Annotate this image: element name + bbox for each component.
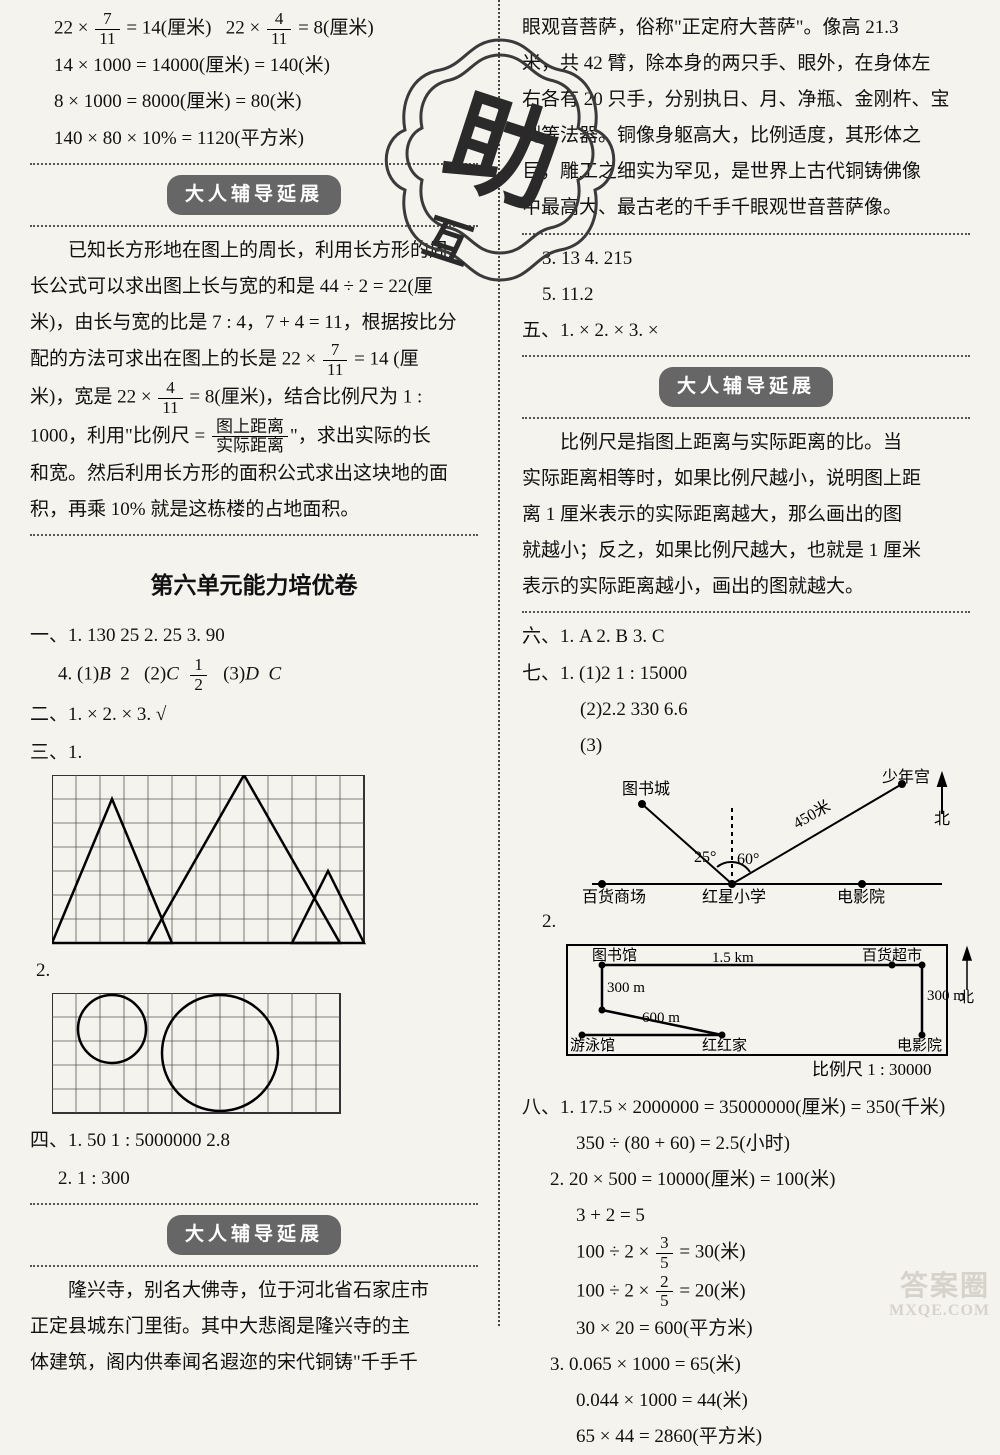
banner-pill: 大人辅导延展 <box>167 175 341 215</box>
para-text: 巨，雕工之细实为罕见，是世界上古代铜铸佛像 <box>522 154 970 190</box>
scale-text: 离 1 厘米表示的实际距离越大，那么画出的图 <box>522 497 970 533</box>
equation-line: 14 × 1000 = 14000(厘米) = 140(米) <box>30 48 478 84</box>
answer-line: 五、1. × 2. × 3. × <box>522 313 970 349</box>
svg-text:北: 北 <box>959 989 974 1006</box>
answer-line: 2. 1 : 300 <box>30 1161 478 1197</box>
equation-line: 140 × 80 × 10% = 1120(平方米) <box>30 121 478 157</box>
answer-line: 3. 0.065 × 1000 = 65(米) <box>522 1347 970 1383</box>
guide-banner: 大人辅导延展 <box>30 1215 478 1255</box>
guide-banner: 大人辅导延展 <box>30 175 478 215</box>
answer-line: 3. 13 4. 215 <box>522 241 970 277</box>
answer-line: 350 ÷ (80 + 60) = 2.5(小时) <box>522 1126 970 1162</box>
guide-text: 已知长方形地在图上的周长，利用长方形的周 <box>30 233 478 269</box>
answer-line: (2)2.2 330 6.6 <box>522 692 970 728</box>
answer-line: 4. (1)B 2 (2)C 12 (3)D C <box>30 656 478 694</box>
label-shaonian: 少年宫 <box>882 768 930 786</box>
label-baihuo: 百货商场 <box>582 888 646 904</box>
svg-text:1.5 km: 1.5 km <box>712 950 754 966</box>
answer-line: 5. 11.2 <box>522 277 970 313</box>
guide-text: 1000，利用"比例尺 = 图上距离实际距离"，求出实际的长 <box>30 418 478 456</box>
para-text: 右各有 20 只手，分别执日、月、净瓶、金刚杵、宝 <box>522 82 970 118</box>
answer-line: 65 × 44 = 2860(平方米) <box>522 1419 970 1455</box>
svg-text:图书馆: 图书馆 <box>592 947 637 964</box>
label-dianying: 电影院 <box>837 888 885 904</box>
answer-line: 2. <box>30 953 478 989</box>
scale-text: 就越小；反之，如果比例尺越大，也就是 1 厘米 <box>522 533 970 569</box>
scale-text: 表示的实际距离越小，画出的图就越大。 <box>522 569 970 605</box>
answer-line: 三、1. <box>30 735 478 771</box>
scale-text: 实际距离相等时，如果比例尺越小，说明图上距 <box>522 461 970 497</box>
answer-line: 八、1. 17.5 × 2000000 = 35000000(厘米) = 350… <box>522 1090 970 1126</box>
answer-line: 3 + 2 = 5 <box>522 1198 970 1234</box>
svg-text:红红家: 红红家 <box>702 1037 747 1054</box>
svg-text:300 m: 300 m <box>607 980 645 996</box>
guide-text: 米)，由长与宽的比是 7 : 4，7 + 4 = 11，根据按比分 <box>30 305 478 341</box>
circle-grid-figure <box>52 993 478 1115</box>
banner-pill: 大人辅导延展 <box>167 1215 341 1255</box>
north-label: 北 <box>934 810 950 828</box>
svg-text:电影院: 电影院 <box>897 1036 942 1054</box>
map2-figure: 图书馆 百货超市 1.5 km 300 m 600 m 300 m 游泳馆 红红… <box>562 940 970 1090</box>
answer-line: 七、1. (1)2 1 : 15000 <box>522 656 970 692</box>
para-text: 中最高大、最古老的千手千眼观世音菩萨像。 <box>522 190 970 226</box>
angle25: 25° <box>694 849 716 866</box>
longxing-text: 隆兴寺，别名大佛寺，位于河北省石家庄市 <box>30 1273 478 1309</box>
longxing-text: 体建筑，阁内供奉闻名遐迩的宋代铜铸"千手千 <box>30 1345 478 1381</box>
left-column: 22 × 711 = 14(厘米) 22 × 411 = 8(厘米) 14 × … <box>0 0 500 1326</box>
watermark-cn: 答案圈 <box>900 1271 990 1302</box>
label-hongxing: 红星小学 <box>702 888 766 904</box>
map1-figure: 图书城 少年宫 北 百货商场 红星小学 电影院 25° 60° 450米 <box>582 764 970 904</box>
right-column: 眼观音菩萨，俗称"正定府大菩萨"。像高 21.3 米，共 42 臂，除本身的两只… <box>500 0 1000 1326</box>
answer-line: 二、1. × 2. × 3. √ <box>30 697 478 733</box>
column-divider <box>498 0 500 1326</box>
guide-text: 配的方法可求出在图上的长是 22 × 711 = 14 (厘 <box>30 341 478 379</box>
equation-line: 22 × 711 = 14(厘米) 22 × 411 = 8(厘米) <box>30 10 478 48</box>
equation-line: 8 × 1000 = 8000(厘米) = 80(米) <box>30 84 478 120</box>
page: 22 × 711 = 14(厘米) 22 × 411 = 8(厘米) 14 × … <box>0 0 1000 1326</box>
answer-line: 0.044 × 1000 = 44(米) <box>522 1383 970 1419</box>
answer-line: 100 ÷ 2 × 35 = 30(米) <box>522 1234 970 1272</box>
label-tushucheng: 图书城 <box>622 780 670 798</box>
answer-line: 四、1. 50 1 : 5000000 2.8 <box>30 1123 478 1159</box>
longxing-text: 正定县城东门里街。其中大悲阁是隆兴寺的主 <box>30 1309 478 1345</box>
unit6-title: 第六单元能力培优卷 <box>30 564 478 608</box>
answer-line: 2. <box>522 904 970 940</box>
guide-text: 米)，宽是 22 × 411 = 8(厘米)，结合比例尺为 1 : <box>30 379 478 417</box>
para-text: 眼观音菩萨，俗称"正定府大菩萨"。像高 21.3 <box>522 10 970 46</box>
answer-line: 2. 20 × 500 = 10000(厘米) = 100(米) <box>522 1162 970 1198</box>
scale-text: 比例尺是指图上距离与实际距离的比。当 <box>522 425 970 461</box>
answer-line: 一、1. 130 25 2. 25 3. 90 <box>30 618 478 654</box>
guide-banner: 大人辅导延展 <box>522 367 970 407</box>
angle60: 60° <box>737 851 759 868</box>
triangle-grid-figure <box>52 775 478 945</box>
guide-text: 和宽。然后利用长方形的面积公式求出这块地的面 <box>30 456 478 492</box>
banner-pill: 大人辅导延展 <box>659 367 833 407</box>
svg-text:600 m: 600 m <box>642 1010 680 1026</box>
watermark: 答案圈 MXQE.COM <box>889 1272 990 1320</box>
answer-line: 六、1. A 2. B 3. C <box>522 619 970 655</box>
svg-text:比例尺 1 : 30000: 比例尺 1 : 30000 <box>812 1060 931 1079</box>
svg-text:百货超市: 百货超市 <box>862 947 922 964</box>
svg-text:游泳馆: 游泳馆 <box>570 1037 615 1054</box>
para-text: 剑等法器。铜像身躯高大，比例适度，其形体之 <box>522 118 970 154</box>
guide-text: 长公式可以求出图上长与宽的和是 44 ÷ 2 = 22(厘 <box>30 269 478 305</box>
answer-line: (3) <box>522 728 970 764</box>
watermark-url: MXQE.COM <box>889 1302 990 1320</box>
guide-text: 积，再乘 10% 就是这栋楼的占地面积。 <box>30 492 478 528</box>
para-text: 米，共 42 臂，除本身的两只手、眼外，在身体左 <box>522 46 970 82</box>
